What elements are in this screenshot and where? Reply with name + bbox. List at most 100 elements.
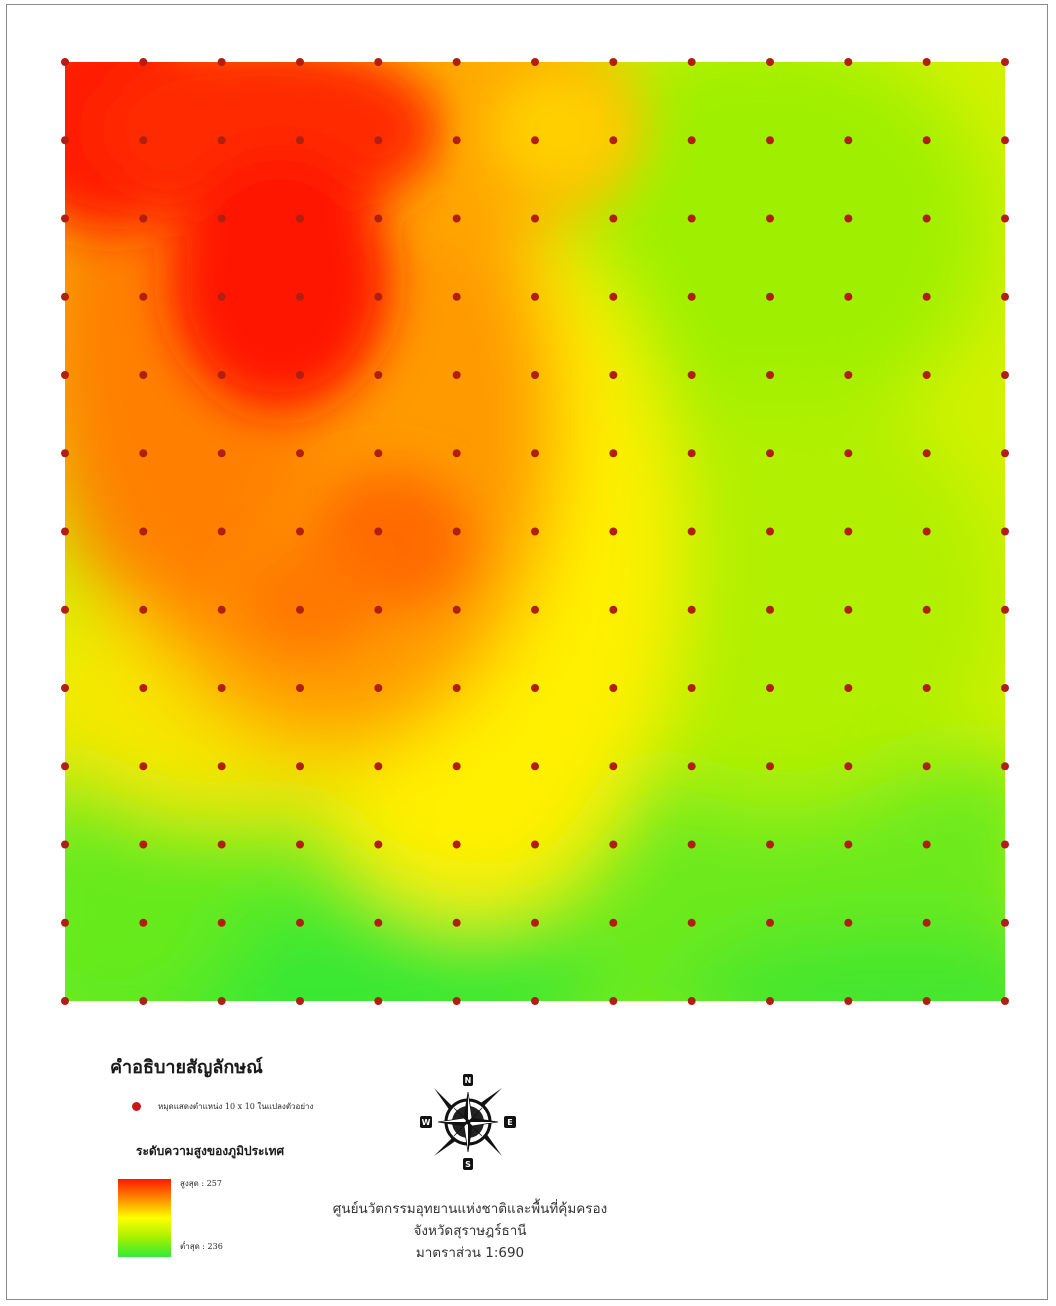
sample-point bbox=[844, 136, 853, 145]
sample-point bbox=[531, 449, 539, 458]
sample-point bbox=[374, 840, 383, 849]
compass-letter-w: W bbox=[422, 1118, 431, 1127]
elevation-legend-title: ระดับความสูงของภูมิประเทศ bbox=[136, 1144, 285, 1158]
sample-point bbox=[687, 918, 696, 927]
sample-point bbox=[1001, 371, 1009, 379]
sample-points bbox=[61, 58, 1009, 1005]
sample-point bbox=[61, 371, 69, 379]
elevation-surface bbox=[65, 62, 1005, 1001]
sample-point bbox=[61, 762, 69, 771]
sample-point bbox=[296, 136, 304, 145]
sample-point bbox=[687, 449, 696, 458]
sample-point bbox=[296, 997, 304, 1005]
sample-point bbox=[609, 136, 618, 145]
sample-point bbox=[844, 449, 853, 458]
sample-point bbox=[531, 840, 539, 849]
sample-point bbox=[766, 449, 774, 458]
sample-point bbox=[217, 292, 226, 301]
sample-point bbox=[687, 371, 696, 379]
sample-point bbox=[452, 527, 461, 536]
sample-point bbox=[922, 527, 931, 536]
sample-point bbox=[139, 840, 148, 849]
sample-point bbox=[844, 292, 853, 301]
sample-point bbox=[296, 371, 304, 379]
sample-point bbox=[296, 449, 304, 458]
sample-point bbox=[531, 605, 539, 614]
sample-point bbox=[844, 214, 853, 223]
legend-title: คำอธิบายสัญลักษณ์ bbox=[110, 1057, 263, 1078]
map-scale: มาตราส่วน 1:690 bbox=[415, 1245, 525, 1261]
sample-point bbox=[844, 371, 853, 379]
sample-point bbox=[609, 840, 618, 849]
sample-point bbox=[922, 371, 931, 379]
sample-point bbox=[844, 840, 853, 849]
sample-point bbox=[531, 527, 539, 536]
sample-point-label: หมุดแสดงตำแหน่ง 10 x 10 ในแปลงตัวอย่าง bbox=[158, 1102, 314, 1111]
sample-point bbox=[61, 58, 69, 66]
sample-point bbox=[452, 292, 461, 301]
sample-point bbox=[452, 684, 461, 692]
sample-point bbox=[296, 762, 304, 771]
sample-point bbox=[139, 136, 148, 145]
sample-point bbox=[1001, 918, 1009, 927]
sample-point bbox=[139, 214, 148, 223]
sample-point bbox=[687, 136, 696, 145]
sample-point bbox=[922, 58, 931, 66]
sample-point bbox=[844, 997, 853, 1005]
sample-point bbox=[374, 136, 383, 145]
sample-point bbox=[217, 449, 226, 458]
sample-point bbox=[1001, 762, 1009, 771]
sample-point bbox=[766, 58, 774, 66]
sample-point bbox=[609, 292, 618, 301]
sample-point bbox=[296, 918, 304, 927]
compass-letter-e: E bbox=[507, 1118, 512, 1127]
sample-point bbox=[139, 605, 148, 614]
sample-point bbox=[296, 684, 304, 692]
sample-point bbox=[687, 605, 696, 614]
sample-point bbox=[687, 840, 696, 849]
sample-point bbox=[374, 371, 383, 379]
sample-point bbox=[531, 371, 539, 379]
sample-point bbox=[609, 918, 618, 927]
sample-point bbox=[217, 840, 226, 849]
organization-name: ศูนย์นวัตกรรมอุทยานแห่งชาติและพื้นที่คุ้… bbox=[332, 1201, 608, 1217]
sample-point bbox=[61, 136, 69, 145]
sample-point bbox=[609, 684, 618, 692]
sample-point bbox=[922, 997, 931, 1005]
sample-point bbox=[296, 214, 304, 223]
sample-point bbox=[766, 762, 774, 771]
sample-point bbox=[217, 605, 226, 614]
sample-point bbox=[374, 997, 383, 1005]
sample-point bbox=[296, 58, 304, 66]
sample-point bbox=[296, 605, 304, 614]
sample-point bbox=[844, 527, 853, 536]
sample-point bbox=[217, 997, 226, 1005]
sample-point bbox=[687, 762, 696, 771]
sample-point bbox=[922, 840, 931, 849]
sample-point bbox=[1001, 58, 1009, 66]
sample-point bbox=[139, 371, 148, 379]
sample-point bbox=[609, 527, 618, 536]
sample-point bbox=[452, 997, 461, 1005]
sample-point bbox=[139, 292, 148, 301]
sample-point bbox=[61, 918, 69, 927]
sample-point bbox=[844, 762, 853, 771]
sample-point bbox=[374, 605, 383, 614]
sample-point bbox=[1001, 527, 1009, 536]
sample-point bbox=[61, 997, 69, 1005]
map-info-block: ศูนย์นวัตกรรมอุทยานแห่งชาติและพื้นที่คุ้… bbox=[250, 1198, 690, 1264]
sample-point bbox=[609, 214, 618, 223]
sample-point bbox=[687, 58, 696, 66]
compass-rose-icon: N E S W bbox=[420, 1074, 516, 1170]
sample-point bbox=[844, 684, 853, 692]
sample-point bbox=[61, 214, 69, 223]
sample-point bbox=[139, 58, 148, 66]
sample-point bbox=[922, 449, 931, 458]
sample-point bbox=[217, 136, 226, 145]
sample-point bbox=[374, 292, 383, 301]
sample-point bbox=[766, 527, 774, 536]
sample-point bbox=[922, 762, 931, 771]
sample-point bbox=[531, 292, 539, 301]
sample-point bbox=[374, 918, 383, 927]
sample-point bbox=[609, 762, 618, 771]
